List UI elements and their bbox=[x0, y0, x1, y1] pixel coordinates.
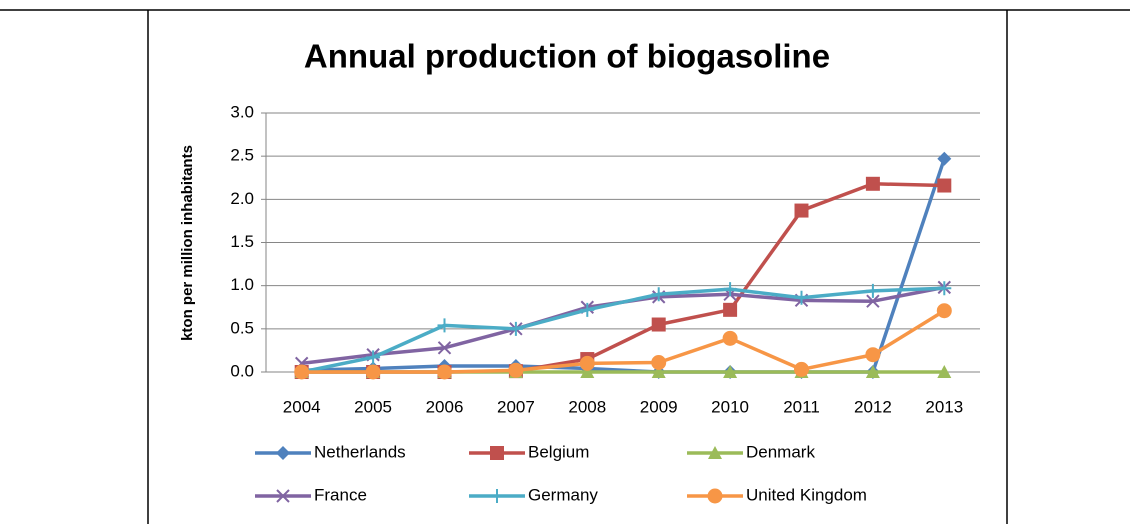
marker bbox=[794, 203, 809, 218]
marker bbox=[865, 347, 881, 363]
marker bbox=[490, 446, 504, 460]
legend-label: Denmark bbox=[746, 442, 815, 461]
x-tick-label: 2012 bbox=[854, 397, 892, 416]
marker bbox=[579, 355, 595, 371]
y-tick-label: 2.5 bbox=[230, 146, 254, 165]
marker bbox=[580, 302, 595, 317]
marker bbox=[937, 281, 952, 296]
marker bbox=[365, 364, 381, 380]
marker bbox=[366, 350, 381, 365]
legend-label: Belgium bbox=[528, 442, 589, 461]
series-line bbox=[301, 285, 945, 366]
marker bbox=[508, 321, 523, 336]
marker bbox=[794, 290, 809, 305]
legend-label: France bbox=[314, 485, 367, 504]
marker bbox=[707, 488, 723, 504]
marker bbox=[936, 303, 952, 319]
marker bbox=[508, 362, 524, 378]
marker bbox=[722, 330, 738, 346]
marker bbox=[651, 287, 666, 302]
marker bbox=[794, 361, 809, 377]
marker bbox=[723, 282, 738, 297]
marker bbox=[437, 318, 452, 333]
marker bbox=[865, 176, 880, 191]
y-tick-label: 1.5 bbox=[230, 232, 254, 251]
x-tick-label: 2009 bbox=[640, 397, 678, 416]
marker bbox=[437, 341, 452, 355]
marker bbox=[490, 489, 504, 503]
y-tick-label: 1.0 bbox=[230, 275, 254, 294]
marker bbox=[866, 294, 880, 308]
y-tick-label: 2.0 bbox=[230, 189, 254, 208]
series-line bbox=[301, 309, 946, 374]
series-line bbox=[301, 182, 945, 374]
marker bbox=[865, 283, 880, 298]
x-tick-label: 2008 bbox=[568, 397, 606, 416]
marker bbox=[276, 446, 290, 460]
marker bbox=[651, 355, 667, 371]
marker bbox=[723, 302, 738, 317]
marker bbox=[937, 151, 952, 166]
marker bbox=[723, 365, 738, 378]
marker bbox=[937, 178, 952, 193]
marker bbox=[937, 365, 952, 378]
x-tick-label: 2010 bbox=[711, 397, 749, 416]
legend-label: Germany bbox=[528, 485, 598, 504]
x-tick-label: 2005 bbox=[354, 397, 392, 416]
legend-label: United Kingdom bbox=[746, 485, 867, 504]
legend-label: Netherlands bbox=[314, 442, 406, 461]
x-tick-label: 2011 bbox=[783, 397, 820, 416]
y-tick-label: 0.5 bbox=[230, 318, 254, 337]
y-axis-label: kton per million inhabitants bbox=[179, 145, 196, 341]
marker bbox=[865, 365, 880, 378]
marker bbox=[294, 364, 310, 380]
marker bbox=[651, 365, 666, 378]
marker bbox=[580, 365, 595, 378]
x-tick-label: 2004 bbox=[283, 397, 321, 416]
marker bbox=[708, 446, 722, 459]
marker bbox=[276, 489, 290, 503]
marker bbox=[651, 317, 666, 332]
x-tick-label: 2007 bbox=[497, 397, 535, 416]
series-line bbox=[301, 286, 945, 374]
x-tick-label: 2006 bbox=[426, 397, 464, 416]
chart-title: Annual production of biogasoline bbox=[304, 38, 830, 75]
y-tick-label: 3.0 bbox=[230, 102, 254, 121]
x-tick-label: 2013 bbox=[925, 397, 963, 416]
marker bbox=[437, 364, 452, 380]
y-tick-label: 0.0 bbox=[230, 361, 254, 380]
